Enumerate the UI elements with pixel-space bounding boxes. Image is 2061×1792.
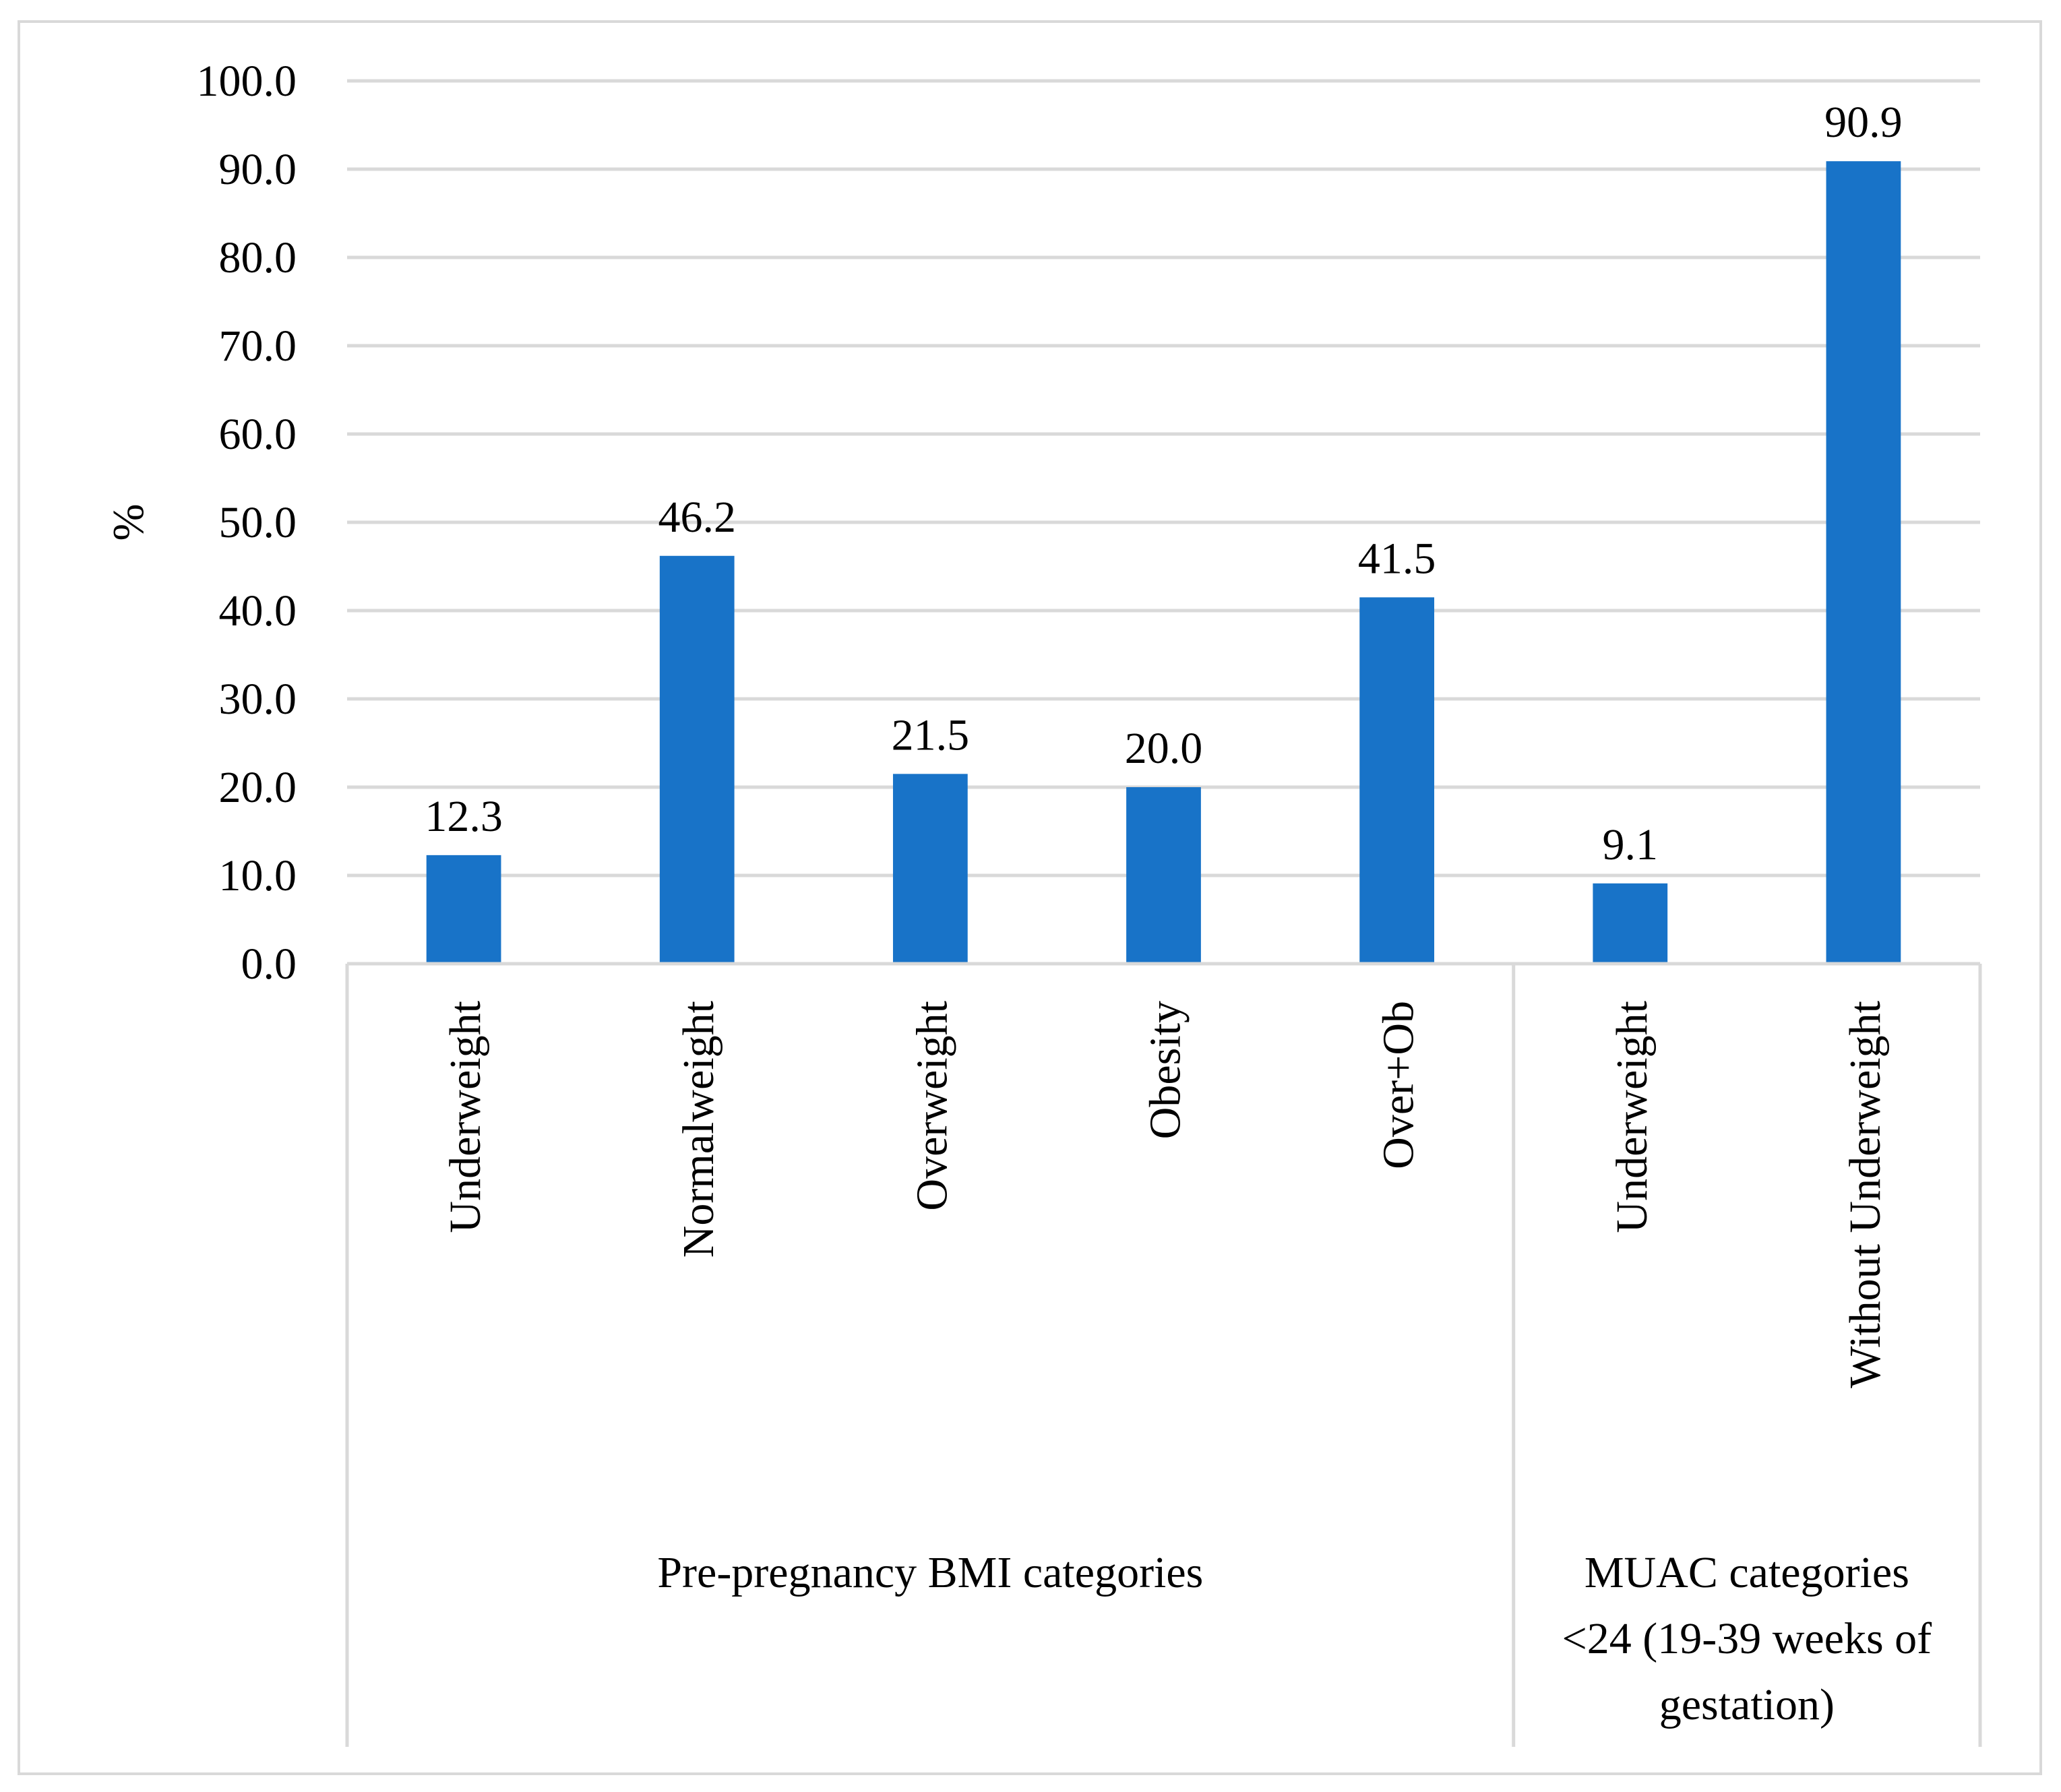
- y-tick-label: 10.0: [219, 851, 297, 900]
- y-tick-label: 0.0: [241, 939, 297, 989]
- category-labels: Underweight Normalweight Overweight Obesity…: [441, 1001, 1890, 1388]
- y-tick-label: 60.0: [219, 410, 297, 459]
- category-label: Obesity: [1141, 1001, 1190, 1139]
- bar: [1126, 787, 1201, 964]
- group-labels: Pre-pregnancy BMI categories MUAC categor…: [657, 1548, 1932, 1729]
- category-label: Overweight: [907, 1001, 956, 1211]
- y-tick-label: 40.0: [219, 586, 297, 636]
- data-label: 9.1: [1603, 820, 1659, 869]
- category-label: Underweight: [441, 1001, 490, 1233]
- gridlines: [347, 79, 1980, 877]
- y-tick-label: 100.0: [197, 57, 297, 106]
- data-labels: 12.3 46.2 21.5 20.0 41.5 9.1 90.9: [425, 98, 1902, 869]
- group-label: <24 (19-39 weeks of: [1562, 1614, 1932, 1663]
- bar: [659, 555, 735, 964]
- data-label: 90.9: [1824, 98, 1903, 147]
- bar: [1359, 597, 1435, 964]
- y-tick-label: 70.0: [219, 321, 297, 371]
- axes: [345, 962, 1982, 1747]
- category-label: Normalweight: [674, 1001, 723, 1258]
- data-label: 46.2: [658, 493, 736, 542]
- y-tick-label: 80.0: [219, 233, 297, 282]
- y-tick-label: 20.0: [219, 763, 297, 812]
- data-label: 41.5: [1358, 534, 1436, 583]
- data-label: 21.5: [892, 710, 970, 760]
- category-label: Over+Ob: [1374, 1001, 1423, 1169]
- group-label: MUAC categories: [1585, 1548, 1909, 1597]
- bars: [426, 161, 1901, 964]
- category-label: Underweight: [1607, 1001, 1657, 1233]
- bar: [892, 774, 968, 964]
- y-tick-label: 90.0: [219, 145, 297, 194]
- y-tick-label: 50.0: [219, 498, 297, 547]
- data-label: 20.0: [1125, 724, 1203, 773]
- data-label: 12.3: [425, 792, 503, 841]
- y-axis-title: %: [104, 504, 153, 541]
- chart-frame: [18, 20, 2042, 1775]
- bar: [1826, 161, 1901, 964]
- category-label: Without Underweight: [1841, 1001, 1890, 1388]
- bar: [1593, 883, 1668, 964]
- y-tick-labels: 0.0 10.0 20.0 30.0 40.0 50.0 60.0 70.0 80.0 90.0 1…: [197, 57, 297, 989]
- group-label: gestation): [1659, 1680, 1835, 1729]
- group-label: Pre-pregnancy BMI categories: [657, 1548, 1203, 1597]
- bar: [426, 855, 501, 964]
- y-tick-label: 30.0: [219, 675, 297, 724]
